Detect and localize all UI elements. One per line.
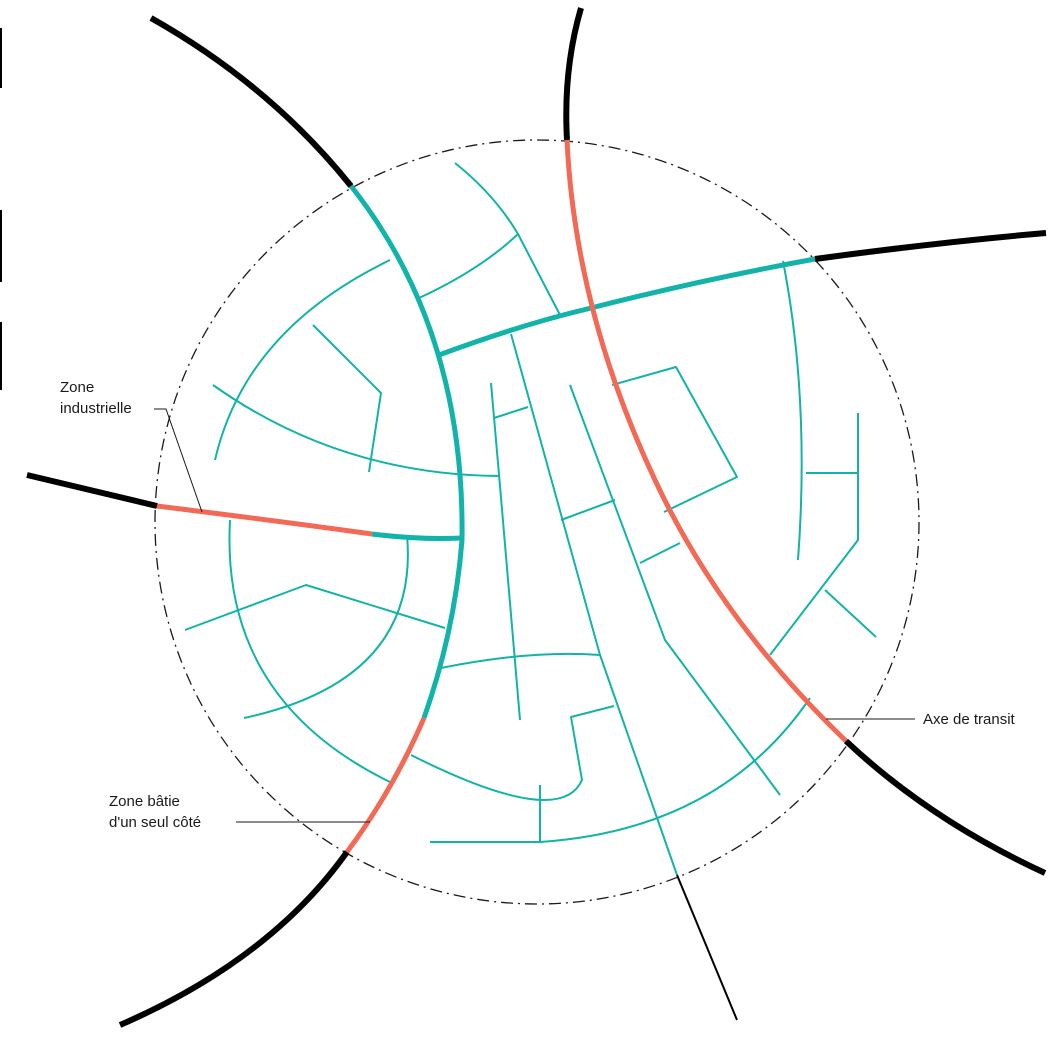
- road-north: [563, 7, 584, 141]
- transit-label: Axe de transit: [923, 711, 1016, 728]
- road-southeast: [843, 738, 1047, 876]
- transit-axis-built: [564, 139, 848, 743]
- street: [440, 652, 601, 669]
- street: [569, 384, 781, 796]
- boundary-circle: [154, 139, 920, 905]
- street: [430, 697, 811, 843]
- industrial-label-line2: industrielle: [60, 400, 132, 417]
- industrial-road-segment: [156, 503, 373, 537]
- road-southwest: [118, 850, 350, 1028]
- street: [490, 382, 521, 721]
- main-cross-axis: [438, 256, 816, 358]
- street: [639, 542, 681, 564]
- street: [418, 233, 519, 299]
- label-one-side-built: Zone bâtie d'un seul côté: [109, 793, 370, 831]
- street: [769, 413, 859, 656]
- regional-roads: [26, 7, 1047, 1028]
- road-west: [26, 472, 158, 509]
- main-ring-arc: [349, 184, 465, 719]
- street: [782, 260, 803, 561]
- label-transit-axis: Axe de transit: [826, 711, 1016, 728]
- label-industrial-zone: Zone industrielle: [60, 379, 203, 513]
- street: [410, 705, 615, 801]
- street: [312, 324, 382, 473]
- street: [243, 534, 409, 719]
- road-northwest: [149, 15, 354, 188]
- road-east: [814, 230, 1047, 262]
- street: [611, 366, 738, 513]
- one-side-built-segments: [156, 139, 848, 854]
- local-streets: [184, 162, 877, 876]
- street: [184, 584, 446, 631]
- street: [824, 589, 877, 638]
- main-west-link: [371, 531, 463, 541]
- street: [454, 162, 561, 316]
- one-side-label-line2: d'un seul côté: [109, 814, 201, 831]
- street: [493, 406, 529, 419]
- industrial-leader: [154, 408, 203, 513]
- street: [214, 259, 391, 461]
- one-side-label-line1: Zone bâtie: [109, 793, 180, 810]
- street: [560, 499, 616, 521]
- road-south-thin: [676, 874, 738, 1021]
- industrial-label-line1: Zone: [60, 379, 94, 396]
- south-arc-segment: [344, 717, 427, 854]
- street: [228, 519, 393, 784]
